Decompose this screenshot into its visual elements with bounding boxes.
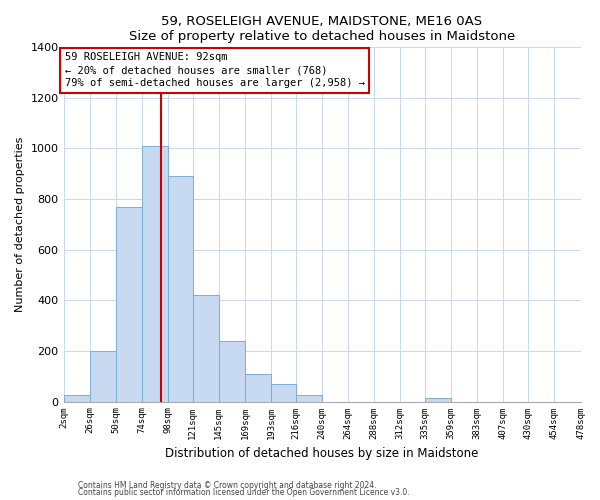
Bar bbox=[89, 351, 116, 402]
Y-axis label: Number of detached properties: Number of detached properties bbox=[15, 136, 25, 312]
Text: 59 ROSELEIGH AVENUE: 92sqm
← 20% of detached houses are smaller (768)
79% of sem: 59 ROSELEIGH AVENUE: 92sqm ← 20% of deta… bbox=[65, 52, 365, 88]
Bar bbox=[64, 395, 89, 402]
Text: Contains public sector information licensed under the Open Government Licence v3: Contains public sector information licen… bbox=[78, 488, 410, 497]
Bar bbox=[193, 295, 219, 402]
Bar bbox=[425, 398, 451, 402]
Text: Contains HM Land Registry data © Crown copyright and database right 2024.: Contains HM Land Registry data © Crown c… bbox=[78, 480, 377, 490]
Bar bbox=[245, 374, 271, 402]
Bar bbox=[296, 395, 322, 402]
Bar bbox=[116, 206, 142, 402]
Bar bbox=[142, 146, 168, 402]
Bar bbox=[271, 384, 296, 402]
Bar bbox=[219, 341, 245, 402]
Bar bbox=[168, 176, 193, 402]
Title: 59, ROSELEIGH AVENUE, MAIDSTONE, ME16 0AS
Size of property relative to detached : 59, ROSELEIGH AVENUE, MAIDSTONE, ME16 0A… bbox=[129, 15, 515, 43]
X-axis label: Distribution of detached houses by size in Maidstone: Distribution of detached houses by size … bbox=[166, 447, 479, 460]
